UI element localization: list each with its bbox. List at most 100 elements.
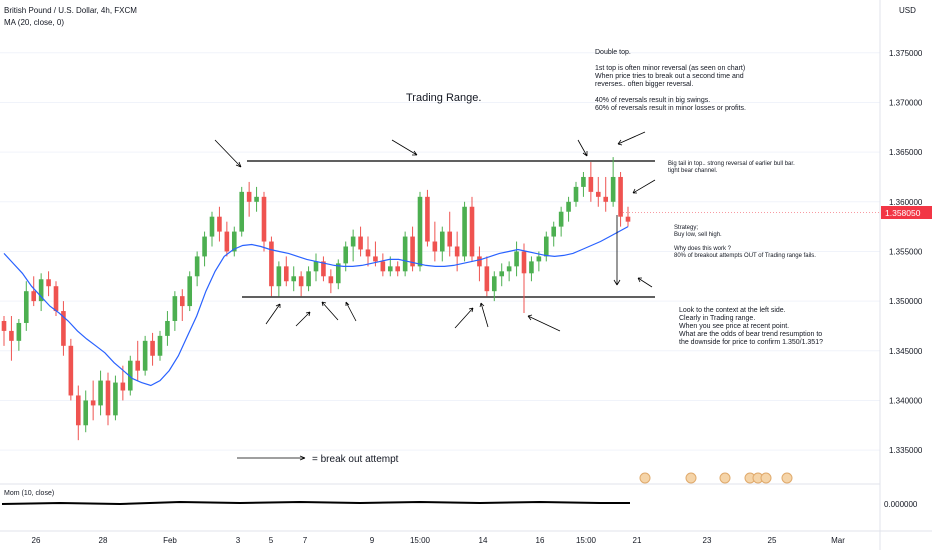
candle-body: [439, 231, 445, 252]
time-tick-label: 7: [303, 536, 308, 545]
price-tick-label: 1.355000: [889, 247, 923, 256]
time-tick-label: 9: [370, 536, 375, 545]
candle-body: [313, 261, 319, 272]
candle: [298, 271, 304, 297]
candle-body: [179, 296, 185, 307]
candle: [165, 311, 170, 346]
candle: [610, 157, 616, 207]
candle: [581, 171, 586, 197]
candle: [179, 289, 185, 321]
last-price-label: 1.358050: [885, 208, 921, 218]
time-tick-label: 25: [768, 536, 777, 545]
arrow-bottom-1: [265, 303, 281, 325]
symbol-title[interactable]: British Pound / U.S. Dollar, 4h, FXCM: [4, 6, 137, 15]
arrow-legend: [237, 455, 306, 461]
arrow-bottom-6: [479, 302, 489, 328]
candle-body: [432, 241, 438, 252]
candle: [31, 276, 37, 307]
candle-body: [462, 206, 467, 257]
candle-body: [157, 335, 163, 356]
candle: [425, 189, 430, 247]
double-top-note: Double top. 1st top is often minor rever…: [595, 49, 746, 112]
candle-body: [566, 201, 571, 212]
candle: [350, 229, 356, 262]
candle-body: [98, 380, 103, 406]
candle: [142, 335, 148, 376]
candle-body: [529, 261, 534, 274]
arrow-bottom-7: [527, 314, 561, 332]
candle-body: [469, 206, 475, 257]
candle-body: [231, 231, 237, 252]
candle: [618, 171, 623, 227]
candle-body: [9, 330, 14, 341]
candle: [135, 340, 141, 381]
candle: [98, 370, 103, 416]
candle-body: [595, 191, 601, 197]
time-axis-labels: 26 28 Feb 3 7 9 15:00 14 16 15:00 21 23 25 Mar 5: [32, 536, 846, 545]
candle-body: [23, 291, 29, 323]
candle: [23, 281, 29, 331]
price-axis-ticks: 1.375000 1.370000 1.365000 1.360000 1.355000…: [889, 49, 923, 455]
candle-body: [31, 291, 37, 302]
event-icons[interactable]: [639, 472, 793, 484]
candle-body: [484, 266, 490, 292]
candle: [514, 241, 519, 277]
candle-body: [402, 236, 408, 272]
candle: [551, 221, 557, 247]
candle-body: [558, 211, 564, 227]
candle-body: [618, 176, 623, 217]
candle: [321, 256, 326, 282]
candle: [529, 256, 534, 282]
candle: [157, 330, 163, 361]
candle-body: [380, 261, 386, 272]
candle: [217, 206, 222, 242]
candle: [239, 186, 245, 237]
event-icon: [760, 472, 772, 484]
price-tick-label: 1.375000: [889, 49, 923, 58]
legend-text: = break out attempt: [312, 454, 399, 465]
price-tick-label: 1.345000: [889, 347, 923, 356]
candle-body: [209, 216, 215, 237]
candle: [276, 261, 282, 297]
candle-body: [1, 320, 7, 331]
arrow-bottom-2: [295, 311, 311, 327]
time-tick-label: 14: [479, 536, 488, 545]
candle-body: [61, 311, 66, 346]
price-tick-label: 1.360000: [889, 198, 923, 207]
candle-body: [321, 261, 326, 277]
time-tick-label: 21: [633, 536, 642, 545]
price-tick-label: 1.350000: [889, 297, 923, 306]
candle: [254, 186, 259, 212]
candle-body: [454, 246, 460, 257]
candle: [283, 256, 289, 287]
candle-body: [358, 236, 363, 250]
candle-body: [246, 191, 252, 202]
candle: [417, 191, 423, 272]
candle-body: [283, 266, 289, 282]
time-tick-label: 26: [32, 536, 41, 545]
candle: [306, 266, 311, 292]
candle-body: [298, 276, 304, 287]
candle-body: [90, 400, 96, 406]
candle-body: [202, 236, 207, 257]
trading-range-title: Trading Range.: [406, 92, 481, 104]
price-tick-label: 1.335000: [889, 446, 923, 455]
ma-indicator-label[interactable]: MA (20, close, 0): [4, 18, 65, 27]
event-icon: [639, 472, 651, 484]
candle: [313, 253, 319, 282]
momentum-indicator-label[interactable]: Mom (10, close): [4, 490, 55, 497]
candle-body: [350, 236, 356, 247]
candle: [447, 211, 453, 257]
candle-body: [610, 176, 616, 202]
candle-body: [142, 340, 148, 371]
event-icon: [781, 472, 793, 484]
momentum-line: [1, 500, 630, 506]
candle: [194, 251, 200, 287]
candle: [231, 226, 237, 257]
candle: [113, 375, 118, 421]
candle-body: [573, 186, 579, 202]
time-tick-label: 16: [536, 536, 545, 545]
candle: [543, 231, 549, 262]
